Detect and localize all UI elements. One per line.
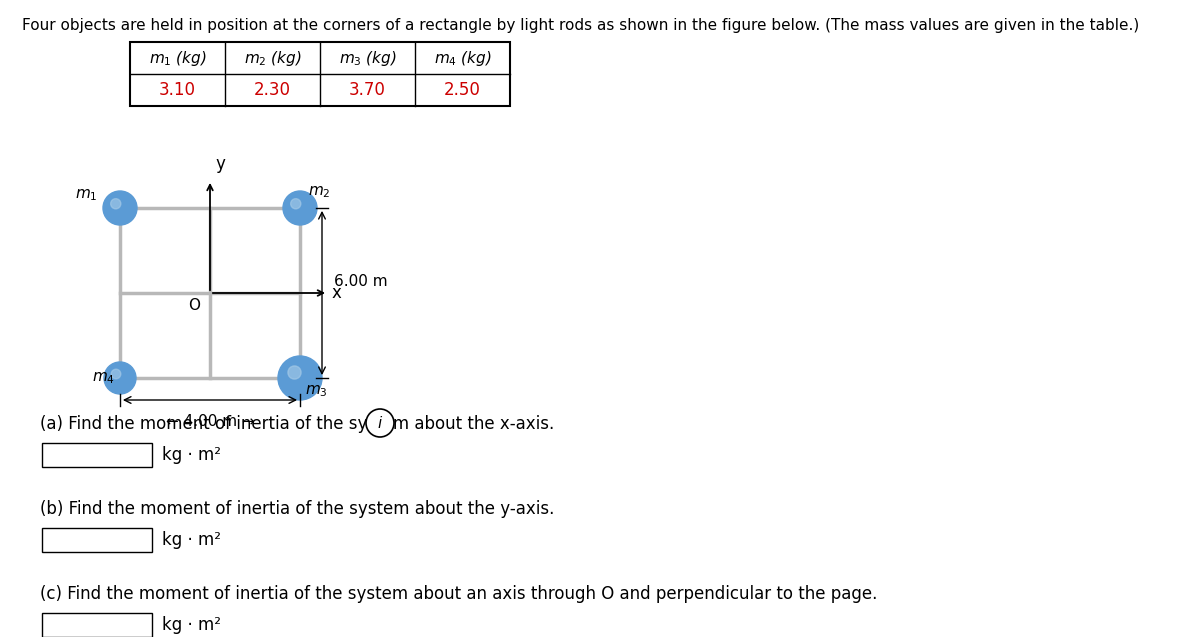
Text: y: y <box>215 155 224 173</box>
Circle shape <box>288 366 301 379</box>
Text: 2.50: 2.50 <box>444 81 481 99</box>
Text: 3.70: 3.70 <box>349 81 386 99</box>
Text: O: O <box>188 298 200 313</box>
Text: $m_4$: $m_4$ <box>92 370 115 386</box>
Text: kg · m²: kg · m² <box>162 616 221 634</box>
Text: 2.30: 2.30 <box>254 81 292 99</box>
Text: (b) Find the moment of inertia of the system about the y-axis.: (b) Find the moment of inertia of the sy… <box>40 500 554 518</box>
Text: ← 4.00 m →: ← 4.00 m → <box>166 414 254 429</box>
Text: $m_1$: $m_1$ <box>76 187 98 203</box>
Bar <box>42 443 152 467</box>
Text: $m_3$ (kg): $m_3$ (kg) <box>338 48 396 68</box>
Text: (a) Find the moment of inertia of the system about the x-axis.: (a) Find the moment of inertia of the sy… <box>40 415 554 433</box>
Text: $m_4$ (kg): $m_4$ (kg) <box>433 48 491 68</box>
Text: 6.00 m: 6.00 m <box>334 273 388 289</box>
Circle shape <box>283 191 317 225</box>
Circle shape <box>290 199 301 209</box>
Circle shape <box>104 362 136 394</box>
Circle shape <box>278 356 322 400</box>
Circle shape <box>366 409 394 437</box>
Circle shape <box>110 199 121 209</box>
Text: kg · m²: kg · m² <box>162 531 221 549</box>
Text: $m_1$ (kg): $m_1$ (kg) <box>149 48 206 68</box>
Text: 3.10: 3.10 <box>158 81 196 99</box>
Bar <box>42 528 152 552</box>
Text: $m_3$: $m_3$ <box>305 383 328 399</box>
Text: x: x <box>332 284 342 302</box>
Text: $m_2$ (kg): $m_2$ (kg) <box>244 48 301 68</box>
Circle shape <box>103 191 137 225</box>
Bar <box>130 42 510 106</box>
Text: i: i <box>378 417 382 431</box>
Text: kg · m²: kg · m² <box>162 446 221 464</box>
Text: Four objects are held in position at the corners of a rectangle by light rods as: Four objects are held in position at the… <box>22 18 1139 33</box>
Circle shape <box>112 369 121 379</box>
Text: (c) Find the moment of inertia of the system about an axis through O and perpend: (c) Find the moment of inertia of the sy… <box>40 585 877 603</box>
Bar <box>42 613 152 637</box>
Text: $m_2$: $m_2$ <box>308 184 330 200</box>
